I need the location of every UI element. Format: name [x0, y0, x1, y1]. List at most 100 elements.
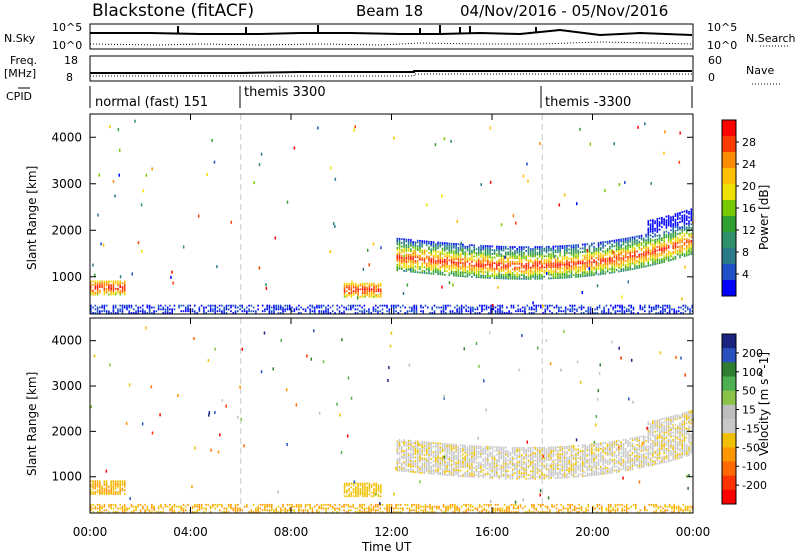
scatter-cell	[656, 227, 659, 230]
noise-point	[678, 160, 681, 164]
scatter-cell	[579, 268, 582, 270]
scatter-cell	[649, 234, 652, 237]
scatter-cell	[428, 257, 430, 260]
scatter-cell	[550, 266, 552, 269]
scatter-cell	[685, 237, 688, 240]
scatter-cell	[434, 469, 437, 472]
scatter-cell	[414, 248, 417, 251]
scatter-cell	[627, 460, 629, 462]
scatter-cell	[690, 214, 693, 216]
scatter-cell	[555, 312, 558, 314]
scatter-cell	[674, 250, 677, 253]
scatter-cell	[459, 462, 462, 465]
scatter-cell	[482, 259, 485, 262]
scatter-cell	[96, 289, 99, 292]
scatter-cell	[602, 442, 604, 444]
scatter-cell	[502, 473, 505, 476]
scatter-cell	[558, 306, 560, 309]
scatter-cell	[570, 270, 573, 273]
scatter-cell	[480, 474, 482, 477]
scatter-cell	[654, 257, 656, 260]
scatter-cell	[572, 463, 575, 466]
scatter-cell	[514, 274, 516, 276]
scatter-cell	[690, 241, 693, 244]
scatter-cell	[361, 306, 363, 309]
scatter-cell	[381, 312, 384, 314]
scatter-cell	[600, 442, 602, 445]
scatter-cell	[593, 266, 595, 269]
scatter-cell	[446, 262, 448, 265]
scatter-cell	[482, 451, 485, 453]
scatter-cell	[405, 450, 408, 453]
scatter-cell	[398, 262, 401, 264]
scatter-cell	[523, 266, 525, 269]
scatter-cell	[507, 453, 509, 456]
scatter-cell	[92, 483, 94, 486]
scatter-cell	[268, 308, 271, 311]
scatter-cell	[523, 248, 525, 250]
scatter-cell	[604, 449, 607, 451]
scatter-cell	[457, 256, 460, 259]
scatter-cell	[112, 489, 115, 492]
scatter-cell	[640, 444, 643, 447]
scatter-cell	[402, 304, 404, 307]
scatter-cell	[412, 451, 414, 453]
scatter-cell	[554, 245, 557, 248]
scatter-cell	[468, 453, 471, 456]
scatter-cell	[639, 304, 642, 307]
scatter-cell	[548, 452, 550, 454]
scatter-cell	[620, 262, 622, 265]
scatter-cell	[407, 261, 410, 264]
scatter-cell	[473, 470, 476, 473]
scatter-cell	[644, 304, 646, 307]
scatter-cell	[419, 256, 421, 259]
scatter-cell	[437, 451, 439, 454]
scatter-cell	[437, 245, 439, 248]
scatter-cell	[421, 271, 423, 274]
scatter-cell	[681, 235, 684, 238]
scatter-cell	[667, 259, 670, 262]
scatter-cell	[523, 463, 525, 466]
scatter-cell	[552, 453, 555, 456]
scatter-cell	[590, 458, 593, 460]
scatter-cell	[602, 451, 604, 454]
scatter-cell	[414, 265, 417, 268]
scatter-cell	[453, 460, 455, 462]
scatter-cell	[468, 268, 471, 271]
scatter-cell	[611, 267, 613, 270]
scatter-cell	[459, 271, 462, 274]
scatter-cell	[575, 270, 577, 273]
scatter-cell	[588, 463, 591, 466]
scatter-cell	[575, 268, 577, 271]
scatter-cell	[468, 448, 471, 451]
scatter-cell	[557, 264, 559, 266]
scatter-cell	[667, 216, 670, 219]
scatter-cell	[148, 304, 151, 307]
scatter-cell	[410, 449, 412, 451]
scatter-cell	[482, 271, 485, 273]
scatter-cell	[532, 450, 534, 453]
scatter-cell	[631, 444, 634, 447]
scatter-cell	[473, 472, 476, 475]
scatter-cell	[437, 455, 439, 457]
colorbar-swatch	[722, 280, 736, 297]
scatter-cell	[412, 456, 414, 459]
scatter-cell	[103, 287, 106, 290]
scatter-cell	[432, 256, 435, 258]
scatter-cell	[672, 241, 674, 244]
scatter-cell	[434, 267, 437, 270]
scatter-cell	[103, 304, 106, 307]
noise-point	[172, 281, 174, 285]
scatter-cell	[459, 466, 462, 468]
scatter-cell	[597, 251, 600, 254]
scatter-cell	[477, 267, 480, 269]
noise-point	[92, 263, 94, 267]
scatter-cell	[446, 248, 448, 250]
scatter-cell	[439, 466, 442, 469]
scatter-cell	[484, 451, 487, 454]
scatter-cell	[511, 268, 514, 271]
scatter-cell	[96, 483, 99, 486]
scatter-cell	[423, 472, 426, 474]
colorbar-swatch	[722, 216, 736, 233]
scatter-cell	[529, 474, 532, 476]
